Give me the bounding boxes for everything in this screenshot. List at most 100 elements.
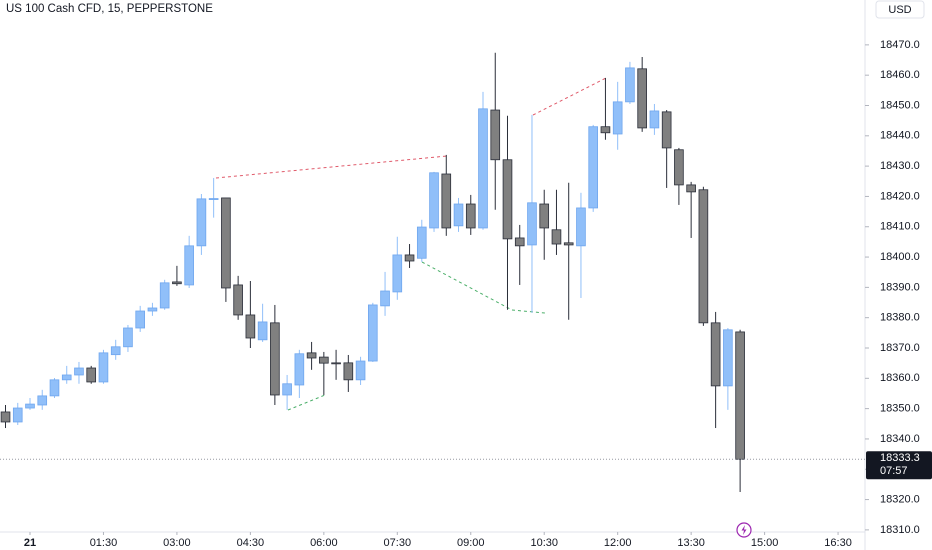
- candle-body: [637, 68, 647, 129]
- x-tick-label: 16:30: [824, 537, 852, 549]
- candle-body: [135, 310, 145, 329]
- x-tick-label: 12:00: [604, 537, 632, 549]
- candle-body: [184, 245, 194, 286]
- candle-body: [576, 207, 586, 247]
- trend-line: [215, 155, 448, 179]
- candle-body: [37, 395, 48, 406]
- candle-body: [698, 189, 709, 324]
- y-tick-label: 18340.0: [880, 433, 920, 445]
- x-tick-label: 21: [24, 537, 36, 549]
- candle-body: [661, 111, 672, 149]
- candle-body: [86, 367, 97, 383]
- last-price-label: 18333.3: [880, 452, 920, 464]
- alert-icon[interactable]: [736, 522, 752, 538]
- x-tick-label: 10:30: [530, 537, 558, 549]
- candle-body: [490, 109, 501, 161]
- candle-body: [392, 254, 403, 293]
- x-tick-label: 15:00: [751, 537, 779, 549]
- candle-body: [600, 126, 611, 134]
- candle-body: [74, 367, 84, 376]
- last-price-box: [866, 451, 932, 480]
- y-tick-label: 18430.0: [880, 160, 920, 172]
- y-tick-label: 18370.0: [880, 342, 920, 354]
- candle-body: [380, 290, 390, 307]
- candle-body: [12, 407, 23, 423]
- candle-body: [355, 360, 366, 381]
- candle-body: [233, 284, 243, 316]
- candle-body: [502, 159, 513, 240]
- candle-body: [551, 229, 562, 245]
- candle-body: [319, 356, 329, 364]
- currency-button[interactable]: [875, 0, 925, 19]
- candles: [0, 52, 745, 492]
- candle-body: [0, 411, 11, 423]
- y-tick-label: 18380.0: [880, 312, 920, 324]
- candle-body: [270, 322, 280, 396]
- candle-body: [147, 307, 158, 312]
- y-tick-label: 18390.0: [880, 281, 920, 293]
- candle-body: [429, 172, 439, 229]
- candle-body: [625, 67, 635, 103]
- candle-body: [539, 203, 550, 229]
- candle-body: [159, 282, 170, 309]
- candle-body: [612, 101, 623, 135]
- candle-body: [282, 383, 292, 396]
- candle-body: [674, 149, 684, 186]
- x-tick-label: 01:30: [90, 537, 118, 549]
- candle-body: [123, 327, 133, 348]
- candle-body: [723, 329, 733, 387]
- candle-body: [61, 374, 72, 381]
- candle-body: [453, 203, 464, 227]
- candle-body: [514, 237, 525, 247]
- candle-body: [649, 110, 660, 129]
- y-tick-label: 18310.0: [880, 524, 920, 536]
- candle-body: [735, 331, 745, 460]
- chart-title: US 100 Cash CFD, 15, PEPPERSTONE: [6, 3, 213, 15]
- candle-body: [208, 198, 219, 200]
- candle-body: [686, 184, 696, 193]
- trend-line: [532, 77, 607, 116]
- candle-body: [25, 403, 35, 409]
- candle-body: [306, 352, 317, 359]
- x-tick-label: 06:00: [310, 537, 338, 549]
- x-tick-label: 03:00: [163, 537, 191, 549]
- x-tick-label: 07:30: [384, 537, 412, 549]
- candle-body: [527, 202, 537, 246]
- y-tick-label: 18360.0: [880, 372, 920, 384]
- candle-body: [404, 254, 415, 262]
- candle-body: [98, 352, 109, 383]
- candle-body: [196, 198, 207, 247]
- y-tick-label: 18410.0: [880, 221, 920, 233]
- candle-body: [416, 226, 427, 259]
- candle-body: [563, 242, 574, 246]
- countdown-label: 07:57: [880, 465, 908, 477]
- drawings: [215, 77, 607, 411]
- y-tick-label: 18350.0: [880, 403, 920, 415]
- x-tick-label: 04:30: [237, 537, 265, 549]
- y-tick-label: 18450.0: [880, 99, 920, 111]
- candle-body: [221, 197, 231, 289]
- y-tick-label: 18400.0: [880, 251, 920, 263]
- y-tick-label: 18460.0: [880, 69, 920, 81]
- candle-body: [49, 379, 60, 397]
- y-tick-label: 18470.0: [880, 39, 920, 51]
- candle-body: [294, 353, 305, 386]
- candle-body: [368, 304, 378, 362]
- candle-body: [710, 322, 721, 387]
- y-tick-label: 18440.0: [880, 130, 920, 142]
- x-tick-label: 09:00: [457, 537, 485, 549]
- y-tick-label: 18420.0: [880, 190, 920, 202]
- trend-line: [287, 394, 326, 411]
- currency-label[interactable]: USD: [888, 4, 911, 16]
- candle-body: [331, 362, 341, 365]
- alert-bolt[interactable]: [741, 525, 747, 535]
- candle-body: [110, 346, 121, 356]
- candle-body: [465, 203, 476, 229]
- candle-body: [441, 173, 452, 229]
- y-tick-label: 18320.0: [880, 493, 920, 505]
- candle-body: [257, 321, 268, 341]
- candle-body: [478, 108, 488, 229]
- candle-body: [343, 362, 354, 381]
